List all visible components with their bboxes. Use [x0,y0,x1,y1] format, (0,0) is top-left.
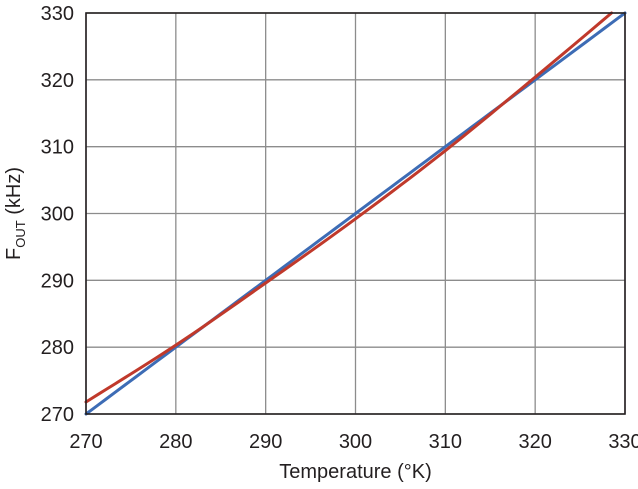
y-tick-label: 330 [41,3,74,25]
y-tick-label: 280 [41,337,74,359]
y-tick-label: 290 [41,270,74,292]
y-axis-label-subscript: OUT [13,220,28,248]
y-tick-label: 320 [41,70,74,92]
series-line-2 [84,11,614,404]
y-tick-labels: 270 280 290 300 310 320 330 [41,3,74,426]
x-tick-label: 270 [69,431,102,453]
x-tick-label: 290 [249,431,282,453]
x-tick-label: 320 [518,431,551,453]
x-tick-label: 330 [608,431,638,453]
y-tick-label: 270 [41,404,74,426]
series-layer [84,11,627,416]
plot-frame [85,12,626,415]
y-axis-label-main: F [3,248,25,260]
y-tick-label: 300 [41,204,74,226]
x-tick-label: 310 [429,431,462,453]
y-axis-label-suffix: (kHz) [3,167,25,220]
x-tick-label: 300 [339,431,372,453]
x-tick-labels: 270 280 290 300 310 320 330 [69,431,638,453]
y-axis-label: FOUT (kHz) [3,167,28,260]
x-axis-label: Temperature (°K) [279,461,432,483]
x-tick-label: 280 [159,431,192,453]
series-line-1 [84,11,627,416]
y-tick-label: 310 [41,137,74,159]
